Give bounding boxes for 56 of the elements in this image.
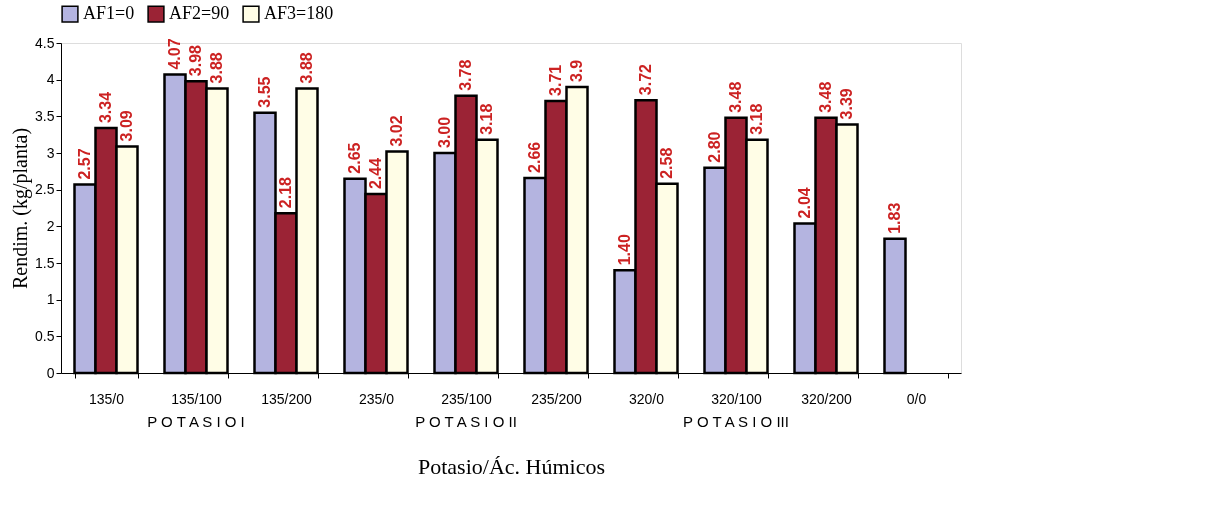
x-tick-label: 235/100 [441,390,493,407]
y-tick-label: 2 [46,217,55,234]
data-label: 3.09 [118,110,135,142]
data-label: 3.18 [478,103,495,135]
x-tick-label: 135/200 [261,390,313,407]
data-label: 2.44 [367,157,384,190]
data-label: 3.34 [97,91,114,124]
x-tick-label: 235/0 [358,390,395,407]
y-tick-label: 3 [46,144,55,161]
y-tick-label: 3.5 [35,107,55,124]
data-label: 3.48 [727,81,744,113]
x-tick-label: 0/0 [906,390,927,407]
data-label: 3.9 [568,59,585,82]
y-tick-label: 1 [46,291,55,308]
x-tick-label: 135/0 [88,390,125,407]
legend-label: AF2=90 [169,3,230,24]
data-label: 1.40 [616,234,633,266]
data-label: 3.00 [436,116,453,148]
data-label: 2.66 [526,141,543,173]
data-label: 3.71 [547,64,564,96]
data-label: 2.04 [796,187,813,219]
y-tick-label: 4.5 [35,34,55,51]
x-tick-label: 235/200 [531,390,583,407]
data-label: 3.18 [748,103,765,135]
data-label: 2.18 [277,176,294,209]
data-label: 3.88 [298,52,315,84]
data-label: 1.83 [886,202,903,234]
text: P O T A S I O I [147,413,245,430]
x-tick-label: 320/0 [628,390,665,407]
data-label: 3.98 [187,44,204,77]
y-tick-label: 1.5 [35,254,55,271]
y-tick-label: 2.5 [35,181,55,198]
data-label: 3.02 [388,115,405,147]
x-tick-label: 320/100 [711,390,763,407]
data-label: 3.48 [817,81,834,113]
y-tick-label: 0 [46,364,55,381]
data-label: 3.88 [208,52,225,84]
data-label: 3.55 [256,76,273,108]
data-label: 2.65 [346,142,363,174]
data-label: 2.80 [706,131,723,163]
data-label: 3.39 [838,88,855,120]
x-tick-label: 320/200 [801,390,853,407]
x-axis-title: Potasio/Ác. Húmicos [418,453,605,479]
data-label: 3.78 [457,59,474,91]
y-tick-label: 0.5 [35,327,55,344]
text: P O T A S I O III [683,413,789,430]
data-label: 4.07 [166,38,183,70]
data-label: 2.57 [76,148,93,180]
y-axis-title: Rendim. (kg/planta) [9,127,33,290]
x-tick-label: 135/100 [171,390,223,407]
text: P O T A S I O II [415,413,517,430]
data-label: 3.72 [637,63,654,96]
legend-label: AF1=0 [83,3,135,24]
data-label: 2.58 [658,147,675,179]
legend-label: AF3=180 [264,3,334,24]
y-tick-label: 4 [46,71,55,88]
